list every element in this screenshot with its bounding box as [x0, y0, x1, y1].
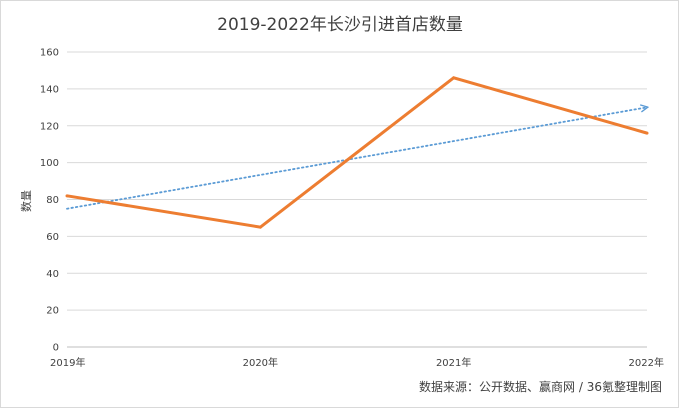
- data-point: [645, 131, 649, 135]
- x-axis-ticks: 2019年 2020年 2021年 2022年: [50, 356, 664, 369]
- data-point: [65, 194, 69, 198]
- source-note: 数据来源：公开数据、赢商网 / 36氪整理制图: [419, 379, 662, 394]
- y-tick-label: 100: [40, 158, 59, 169]
- gridlines: [67, 51, 647, 348]
- y-tick-label: 20: [46, 306, 59, 317]
- y-tick-label: 0: [53, 343, 59, 354]
- chart-title: 2019-2022年长沙引进首店数量: [217, 15, 463, 35]
- y-tick-label: 40: [46, 269, 59, 280]
- series-line: [66, 76, 648, 229]
- data-point: [452, 76, 456, 80]
- x-tick-label: 2019年: [50, 356, 85, 369]
- y-tick-label: 80: [46, 195, 59, 206]
- x-tick-label: 2022年: [629, 356, 664, 369]
- y-tick-label: 140: [40, 84, 59, 95]
- y-tick-label: 60: [46, 232, 59, 243]
- y-axis-label: 数量: [20, 190, 33, 212]
- data-point: [258, 225, 262, 229]
- y-tick-label: 160: [40, 48, 59, 59]
- trendline-group: [66, 107, 647, 210]
- y-tick-label: 120: [40, 121, 59, 132]
- y-axis-ticks: 0 20 40 60 80 100 120 140 160: [40, 48, 59, 354]
- x-tick-label: 2020年: [243, 356, 278, 369]
- series-group: [65, 76, 649, 229]
- trendline: [66, 107, 647, 210]
- x-tick-label: 2021年: [436, 356, 471, 369]
